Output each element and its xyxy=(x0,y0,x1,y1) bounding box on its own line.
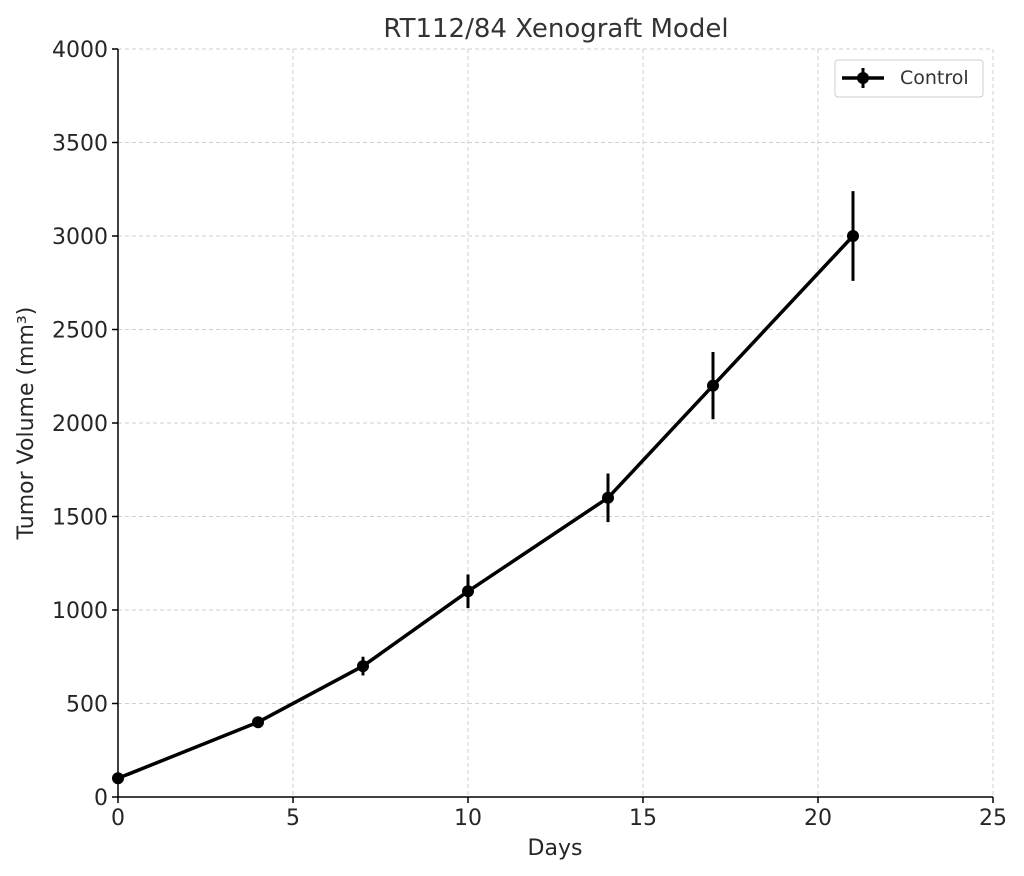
legend: Control xyxy=(834,59,984,98)
x-tick-label: 10 xyxy=(454,806,482,831)
x-tick-label: 0 xyxy=(111,806,125,831)
data-point xyxy=(462,585,474,598)
y-tick-label: 1000 xyxy=(52,599,108,624)
grid xyxy=(117,48,994,798)
x-tick-label: 20 xyxy=(804,806,832,831)
x-tick-label: 5 xyxy=(286,806,300,831)
y-tick-label: 3500 xyxy=(52,132,108,157)
legend-box xyxy=(834,59,984,98)
data-point xyxy=(252,716,264,729)
y-tick-label: 2000 xyxy=(52,412,108,437)
series-line-control xyxy=(117,234,855,780)
legend-marker xyxy=(857,72,869,84)
y-tick-label: 0 xyxy=(94,786,108,811)
data-point xyxy=(602,491,614,504)
data-point xyxy=(357,660,369,673)
chart-title: RT112/84 Xenograft Model xyxy=(383,14,728,44)
legend-label-control: Control xyxy=(900,67,969,89)
y-tick-label: 4000 xyxy=(52,38,108,63)
x-tick-label: 25 xyxy=(979,806,1007,831)
y-tick-label: 2500 xyxy=(52,319,108,344)
x-axis-title: Days xyxy=(528,836,583,861)
x-ticks: 0 5 10 15 20 25 xyxy=(111,797,1007,831)
data-point xyxy=(707,379,719,392)
y-tick-label: 1500 xyxy=(52,506,108,531)
y-tick-label: 3000 xyxy=(52,225,108,250)
y-ticks: 0 500 1000 1500 2000 2500 3000 3500 4000 xyxy=(52,38,118,811)
series-layer xyxy=(112,191,859,785)
y-axis-title: Tumor Volume (mm³) xyxy=(14,307,39,541)
y-tick-label: 500 xyxy=(66,693,108,718)
data-point xyxy=(847,230,859,242)
x-tick-label: 15 xyxy=(629,806,657,831)
